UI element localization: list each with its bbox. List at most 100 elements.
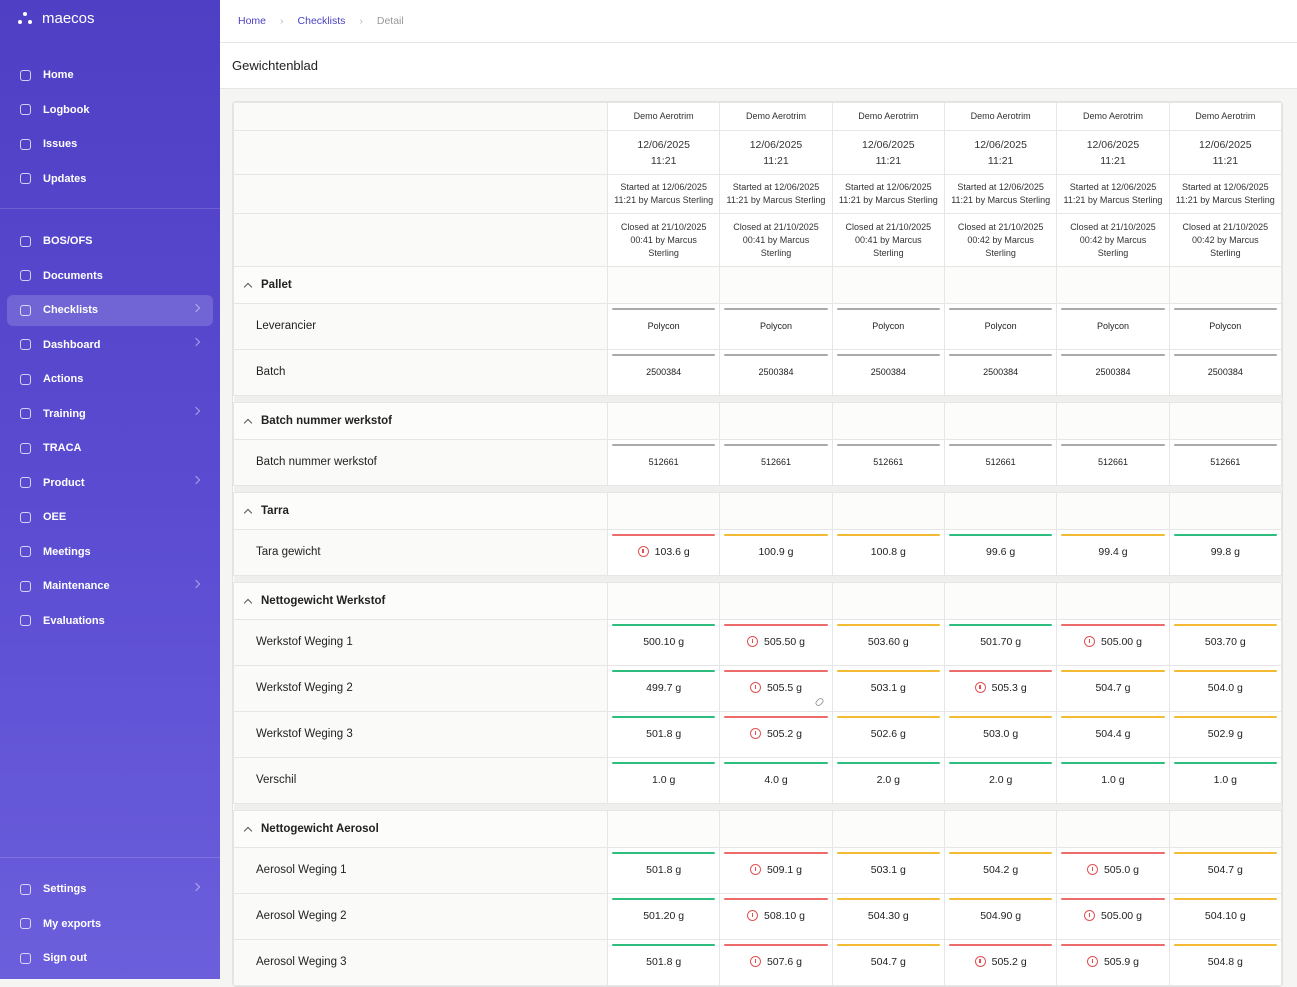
header-cell: Closed at 21/10/2025 00:42 by Marcus Ste…: [1056, 213, 1170, 267]
gap-cell: [607, 803, 720, 811]
status-bar: [724, 716, 828, 718]
started: Started at 12/06/2025 11:21 by Marcus St…: [1175, 182, 1275, 205]
nav-item[interactable]: BOS/OFS: [7, 226, 213, 257]
status-bar: [948, 444, 1053, 446]
nav-item[interactable]: Sign out: [7, 943, 213, 974]
value-cell: 2500384: [943, 349, 1058, 396]
value-cell: 1.0 g: [1168, 757, 1282, 804]
status-bar: [948, 308, 1053, 310]
nav-item[interactable]: TRACA: [7, 433, 213, 464]
section-row[interactable]: Nettogewicht Aerosol: [233, 810, 1282, 848]
status-bar: [948, 716, 1053, 718]
nav-item[interactable]: Maintenance: [7, 571, 213, 602]
section-cell: [719, 492, 833, 530]
gap-cell: [832, 575, 945, 583]
nav-item[interactable]: My exports: [7, 908, 213, 939]
warning-icon: [747, 910, 759, 921]
value: 503.60 g: [867, 636, 909, 648]
gap-cell: [1169, 575, 1282, 583]
gap-cell: [719, 575, 833, 583]
value: Polycon: [759, 321, 792, 331]
header-row: Started at 12/06/2025 11:21 by Marcus St…: [233, 174, 1282, 214]
nav-item[interactable]: Documents: [7, 260, 213, 291]
section-row[interactable]: Nettogewicht Werkstof: [233, 582, 1282, 620]
nav-item[interactable]: Actions: [7, 364, 213, 395]
brand[interactable]: maecos: [18, 10, 95, 27]
nav-item[interactable]: Evaluations: [7, 605, 213, 636]
crumb[interactable]: Checklists: [297, 15, 346, 27]
section-title[interactable]: Nettogewicht Werkstof: [233, 582, 608, 620]
nav-item[interactable]: Product: [7, 467, 213, 498]
nav-item[interactable]: Issues: [7, 129, 213, 160]
nav-item[interactable]: Settings: [7, 874, 213, 905]
value: 501.20 g: [643, 910, 685, 922]
value: 1.0 g: [1101, 774, 1125, 786]
header-cell: Closed at 21/10/2025 00:42 by Marcus Ste…: [943, 213, 1058, 267]
nav-item[interactable]: Meetings: [7, 536, 213, 567]
section-title[interactable]: Batch nummer werkstof: [233, 402, 608, 440]
value: 512661: [760, 457, 792, 467]
section-cell: [1056, 492, 1170, 530]
section-row[interactable]: Batch nummer werkstof: [233, 402, 1282, 440]
status-bar: [724, 308, 828, 310]
link-icon[interactable]: [813, 696, 825, 708]
main: Home › Checklists › Detail Gewichtenblad Dem…: [220, 0, 1297, 987]
nav-icon: [20, 235, 31, 247]
nav-label: Checklists: [43, 304, 99, 316]
value-cell: 505.5 g: [719, 665, 833, 712]
value: 504.2 g: [983, 864, 1019, 876]
value: 2.0 g: [988, 774, 1013, 786]
value-cell: 504.10 g: [1168, 893, 1282, 940]
section-cell: [943, 266, 1058, 304]
value-cell: 501.8 g: [606, 847, 721, 894]
chevron: [191, 406, 201, 416]
nav-item[interactable]: OEE: [7, 502, 213, 533]
status-bar: [1173, 624, 1277, 626]
value-cell: 2.0 g: [831, 757, 945, 804]
header-cell: Demo Aerotrim: [943, 102, 1058, 131]
nav-item[interactable]: Logbook: [7, 94, 213, 125]
sidebar: maecos Home Logbook Issues Updates BOS/OFS Do…: [0, 0, 220, 979]
section-cell: [1056, 582, 1170, 620]
value-cell: 100.9 g: [719, 529, 833, 576]
value-cell: Polycon: [943, 303, 1058, 350]
started: Started at 12/06/2025 11:21 by Marcus St…: [1063, 182, 1163, 205]
section-cell: [1168, 402, 1282, 440]
nav-item[interactable]: Training: [7, 398, 213, 429]
time: 11:21: [1100, 154, 1126, 167]
section-row[interactable]: Tarra: [233, 492, 1282, 530]
gap-cell: [832, 803, 945, 811]
value: 504.10 g: [1204, 910, 1246, 922]
nav-item[interactable]: Checklists: [7, 294, 213, 326]
value-cell: 503.60 g: [831, 619, 945, 666]
gap-cell: [832, 485, 945, 493]
status-bar: [836, 624, 940, 626]
header-cell: [233, 213, 608, 267]
value-cell: 500.10 g: [606, 619, 721, 666]
value-cell: 501.8 g: [606, 939, 721, 986]
nav-label: Issues: [43, 138, 78, 150]
nav-label: Home: [43, 69, 74, 81]
value-cell: 99.4 g: [1056, 529, 1170, 576]
gap-cell: [1169, 395, 1282, 403]
value-cell: 504.7 g: [1168, 847, 1282, 894]
section-title[interactable]: Tarra: [233, 492, 608, 530]
value-cell: 505.00 g: [1056, 893, 1170, 940]
value-cell: 503.0 g: [943, 711, 1058, 758]
nav-item[interactable]: Home: [7, 60, 213, 91]
nav-icon: [20, 339, 31, 350]
section-row[interactable]: Pallet: [233, 266, 1282, 304]
row-label: Tara gewicht: [233, 529, 608, 576]
nav-item[interactable]: Dashboard: [7, 329, 213, 360]
value: 100.8 g: [870, 546, 906, 558]
status-bar: [724, 444, 828, 446]
value-cell: 504.7 g: [1056, 665, 1170, 712]
nav-item[interactable]: Updates: [7, 163, 213, 194]
crumb[interactable]: Home: [238, 15, 267, 27]
value: 2500384: [758, 367, 794, 377]
status-bar: [836, 762, 940, 764]
header-cell: 12/06/2025 11:21: [606, 130, 721, 175]
section-title[interactable]: Pallet: [233, 266, 608, 304]
section-title[interactable]: Nettogewicht Aerosol: [233, 810, 608, 848]
status-bar: [1173, 716, 1277, 718]
